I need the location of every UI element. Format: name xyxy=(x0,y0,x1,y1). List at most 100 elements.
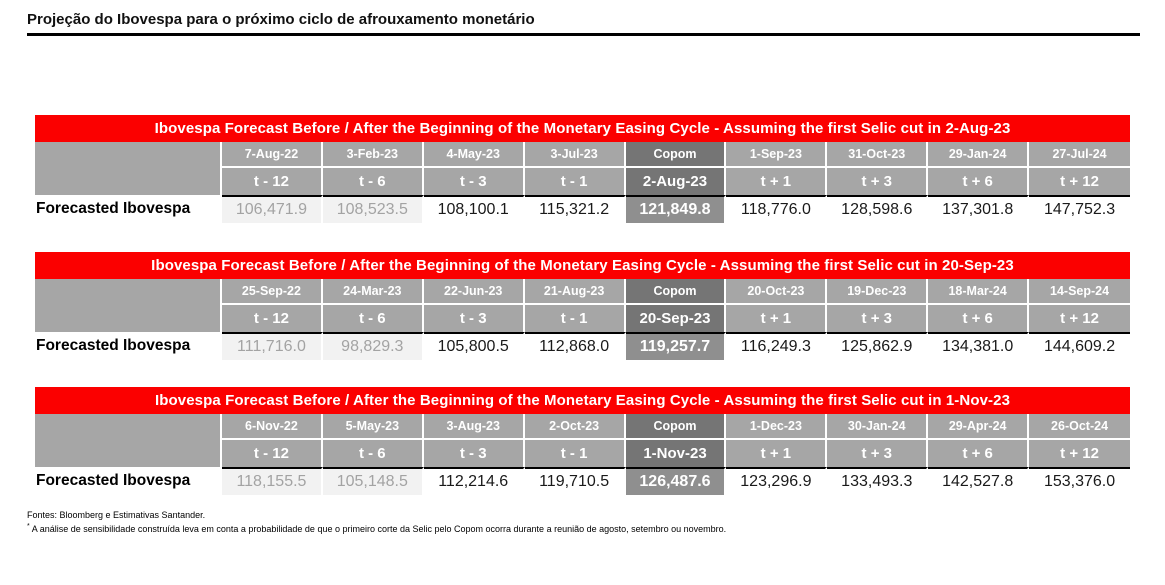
value-cell: 118,155.5 xyxy=(222,467,323,495)
value-cell: 115,321.2 xyxy=(524,195,626,223)
value-cell: 137,301.8 xyxy=(928,195,1030,223)
copom-header-cell: Copom xyxy=(625,142,727,168)
date-cell: 18-Mar-24 xyxy=(928,279,1030,305)
t-offset-cell: t + 1 xyxy=(726,168,828,195)
t-offset-cell: t + 1 xyxy=(726,440,828,467)
t-offset-cell: t + 12 xyxy=(1029,168,1130,195)
value-cell: 142,527.8 xyxy=(928,467,1030,495)
date-cell: 6-Nov-22 xyxy=(222,414,323,440)
t-offset-cell: t - 1 xyxy=(524,168,626,195)
value-cell: 125,862.9 xyxy=(827,332,929,360)
footnote-text: A análise de sensibilidade construída le… xyxy=(31,524,727,534)
t-offset-cell: t + 3 xyxy=(827,168,929,195)
date-cell: 25-Sep-22 xyxy=(222,279,323,305)
t-offset-cell: t - 1 xyxy=(524,305,626,332)
value-cell: 144,609.2 xyxy=(1029,332,1130,360)
date-row-spacer xyxy=(35,414,222,440)
t-offset-cell: t - 1 xyxy=(524,440,626,467)
date-cell: 22-Jun-23 xyxy=(423,279,525,305)
row-label: Forecasted Ibovespa xyxy=(35,332,222,360)
t-offset-cell: t + 12 xyxy=(1029,440,1130,467)
page-title: Projeção do Ibovespa para o próximo cicl… xyxy=(27,11,535,28)
value-cell: 108,523.5 xyxy=(322,195,424,223)
value-cell: 128,598.6 xyxy=(827,195,929,223)
value-cell: 147,752.3 xyxy=(1029,195,1130,223)
footnote-marker: * xyxy=(27,523,30,530)
value-cell: 119,257.7 xyxy=(625,332,727,360)
t-offset-cell: t - 12 xyxy=(222,168,323,195)
t-offset-cell: t - 12 xyxy=(222,440,323,467)
date-cell: 3-Aug-23 xyxy=(423,414,525,440)
t-offset-cell: t + 1 xyxy=(726,305,828,332)
forecast-table-aug: Ibovespa Forecast Before / After the Beg… xyxy=(35,115,1130,223)
date-cell: 2-Oct-23 xyxy=(524,414,626,440)
table-header-aug: Ibovespa Forecast Before / After the Beg… xyxy=(35,115,1130,142)
value-cell: 126,487.6 xyxy=(625,467,727,495)
value-cell: 116,249.3 xyxy=(726,332,828,360)
value-cell: 123,296.9 xyxy=(726,467,828,495)
t-row-spacer xyxy=(35,440,222,467)
value-cell: 118,776.0 xyxy=(726,195,828,223)
date-cell: 1-Sep-23 xyxy=(726,142,828,168)
copom-date-cell: 20-Sep-23 xyxy=(625,305,727,332)
value-cell: 105,800.5 xyxy=(423,332,525,360)
copom-date-cell: 2-Aug-23 xyxy=(625,168,727,195)
t-offset-cell: t - 6 xyxy=(322,168,424,195)
row-label: Forecasted Ibovespa xyxy=(35,195,222,223)
row-label: Forecasted Ibovespa xyxy=(35,467,222,495)
copom-date-cell: 1-Nov-23 xyxy=(625,440,727,467)
date-row-spacer xyxy=(35,142,222,168)
date-cell: 27-Jul-24 xyxy=(1029,142,1130,168)
date-cell: 4-May-23 xyxy=(423,142,525,168)
t-offset-cell: t - 3 xyxy=(423,168,525,195)
table-grid-aug: 7-Aug-22 3-Feb-23 4-May-23 3-Jul-23 Copom 1-S… xyxy=(35,142,1130,223)
value-cell: 119,710.5 xyxy=(524,467,626,495)
t-offset-cell: t + 6 xyxy=(928,168,1030,195)
date-cell: 30-Jan-24 xyxy=(827,414,929,440)
footer-notes: Fontes: Bloomberg e Estimativas Santande… xyxy=(27,509,726,535)
t-offset-cell: t + 3 xyxy=(827,305,929,332)
date-cell: 20-Oct-23 xyxy=(726,279,828,305)
t-offset-cell: t + 6 xyxy=(928,440,1030,467)
table-grid-nov: 6-Nov-22 5-May-23 3-Aug-23 2-Oct-23 Copom 1-D… xyxy=(35,414,1130,495)
title-divider xyxy=(27,33,1140,36)
t-offset-cell: t + 12 xyxy=(1029,305,1130,332)
date-cell: 26-Oct-24 xyxy=(1029,414,1130,440)
date-cell: 7-Aug-22 xyxy=(222,142,323,168)
date-cell: 31-Oct-23 xyxy=(827,142,929,168)
footer-source-line: Fontes: Bloomberg e Estimativas Santande… xyxy=(27,510,206,520)
date-cell: 29-Apr-24 xyxy=(928,414,1030,440)
value-cell: 112,868.0 xyxy=(524,332,626,360)
value-cell: 111,716.0 xyxy=(222,332,323,360)
date-cell: 5-May-23 xyxy=(322,414,424,440)
value-cell: 98,829.3 xyxy=(322,332,424,360)
t-offset-cell: t - 6 xyxy=(322,305,424,332)
date-cell: 3-Jul-23 xyxy=(524,142,626,168)
value-cell: 106,471.9 xyxy=(222,195,323,223)
copom-header-cell: Copom xyxy=(625,414,727,440)
t-offset-cell: t - 3 xyxy=(423,305,525,332)
t-offset-cell: t + 6 xyxy=(928,305,1030,332)
t-offset-cell: t - 6 xyxy=(322,440,424,467)
t-offset-cell: t + 3 xyxy=(827,440,929,467)
value-cell: 134,381.0 xyxy=(928,332,1030,360)
date-cell: 14-Sep-24 xyxy=(1029,279,1130,305)
value-cell: 121,849.8 xyxy=(625,195,727,223)
footer-note-line: * A análise de sensibilidade construída … xyxy=(27,521,726,535)
date-cell: 19-Dec-23 xyxy=(827,279,929,305)
t-offset-cell: t - 3 xyxy=(423,440,525,467)
table-header-sep: Ibovespa Forecast Before / After the Beg… xyxy=(35,252,1130,279)
copom-header-cell: Copom xyxy=(625,279,727,305)
value-cell: 153,376.0 xyxy=(1029,467,1130,495)
date-cell: 1-Dec-23 xyxy=(726,414,828,440)
value-cell: 108,100.1 xyxy=(423,195,525,223)
t-offset-cell: t - 12 xyxy=(222,305,323,332)
date-cell: 21-Aug-23 xyxy=(524,279,626,305)
value-cell: 112,214.6 xyxy=(423,467,525,495)
t-row-spacer xyxy=(35,305,222,332)
date-row-spacer xyxy=(35,279,222,305)
date-cell: 3-Feb-23 xyxy=(322,142,424,168)
table-header-nov: Ibovespa Forecast Before / After the Beg… xyxy=(35,387,1130,414)
value-cell: 105,148.5 xyxy=(322,467,424,495)
